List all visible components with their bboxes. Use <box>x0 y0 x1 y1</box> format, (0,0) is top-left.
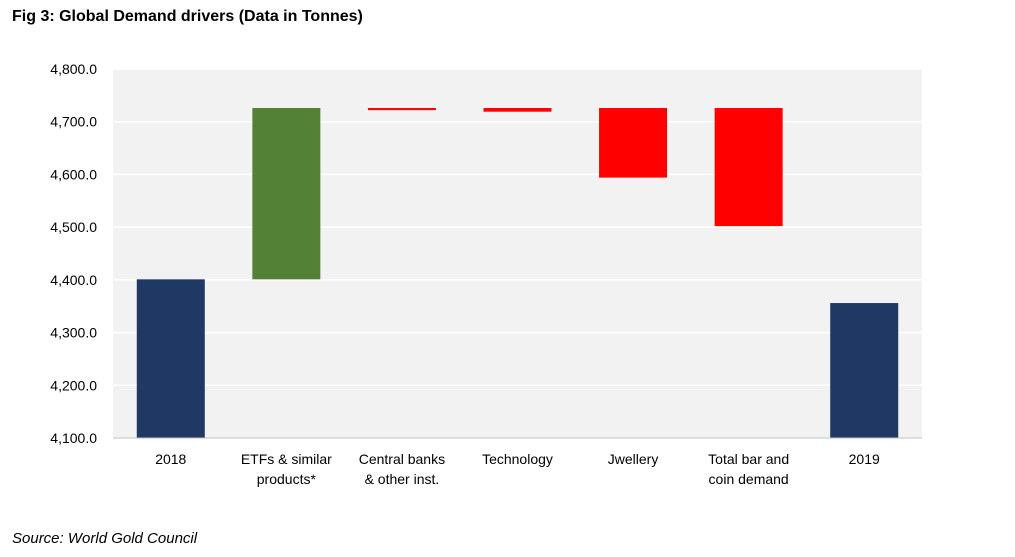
bar-decrease <box>714 108 783 227</box>
bar-decrease <box>367 108 436 111</box>
x-tick-label: coin demand <box>709 471 789 487</box>
y-axis: 4,100.0 4,200.0 4,300.0 4,400.0 4,500.0 4,600… <box>50 61 97 446</box>
x-tick-label: ETFs & similar <box>241 451 332 467</box>
bar-increase <box>252 108 321 280</box>
x-tick-label: Technology <box>482 451 553 467</box>
bar-decrease <box>483 108 552 112</box>
x-tick-label: products* <box>257 471 317 487</box>
bar-total <box>830 303 899 438</box>
y-tick-label: 4,400.0 <box>50 272 97 288</box>
x-tick-label: Total bar and <box>708 451 789 467</box>
bar-total <box>136 279 205 438</box>
y-tick-label: 4,100.0 <box>50 430 97 446</box>
x-tick-label: 2018 <box>155 451 186 467</box>
y-tick-label: 4,600.0 <box>50 166 97 182</box>
x-tick-label: 2019 <box>849 451 880 467</box>
x-tick-label: & other inst. <box>365 471 440 487</box>
y-tick-label: 4,300.0 <box>50 325 97 341</box>
bar-decrease <box>599 108 668 178</box>
y-tick-label: 4,500.0 <box>50 219 97 235</box>
waterfall-chart: 4,100.0 4,200.0 4,300.0 4,400.0 4,500.0 4,600… <box>50 61 922 487</box>
x-axis: 2018 ETFs & similar products* Central banks… <box>113 437 922 487</box>
x-tick-label: Central banks <box>359 451 445 467</box>
figure-title: Fig 3: Global Demand drivers (Data in To… <box>12 8 363 25</box>
bars <box>136 108 899 438</box>
x-tick-label: Jwellery <box>608 451 659 467</box>
y-tick-label: 4,200.0 <box>50 377 97 393</box>
y-tick-label: 4,700.0 <box>50 114 97 130</box>
plot-area <box>113 69 922 438</box>
source-note: Source: World Gold Council <box>12 530 198 547</box>
y-tick-label: 4,800.0 <box>50 61 97 77</box>
